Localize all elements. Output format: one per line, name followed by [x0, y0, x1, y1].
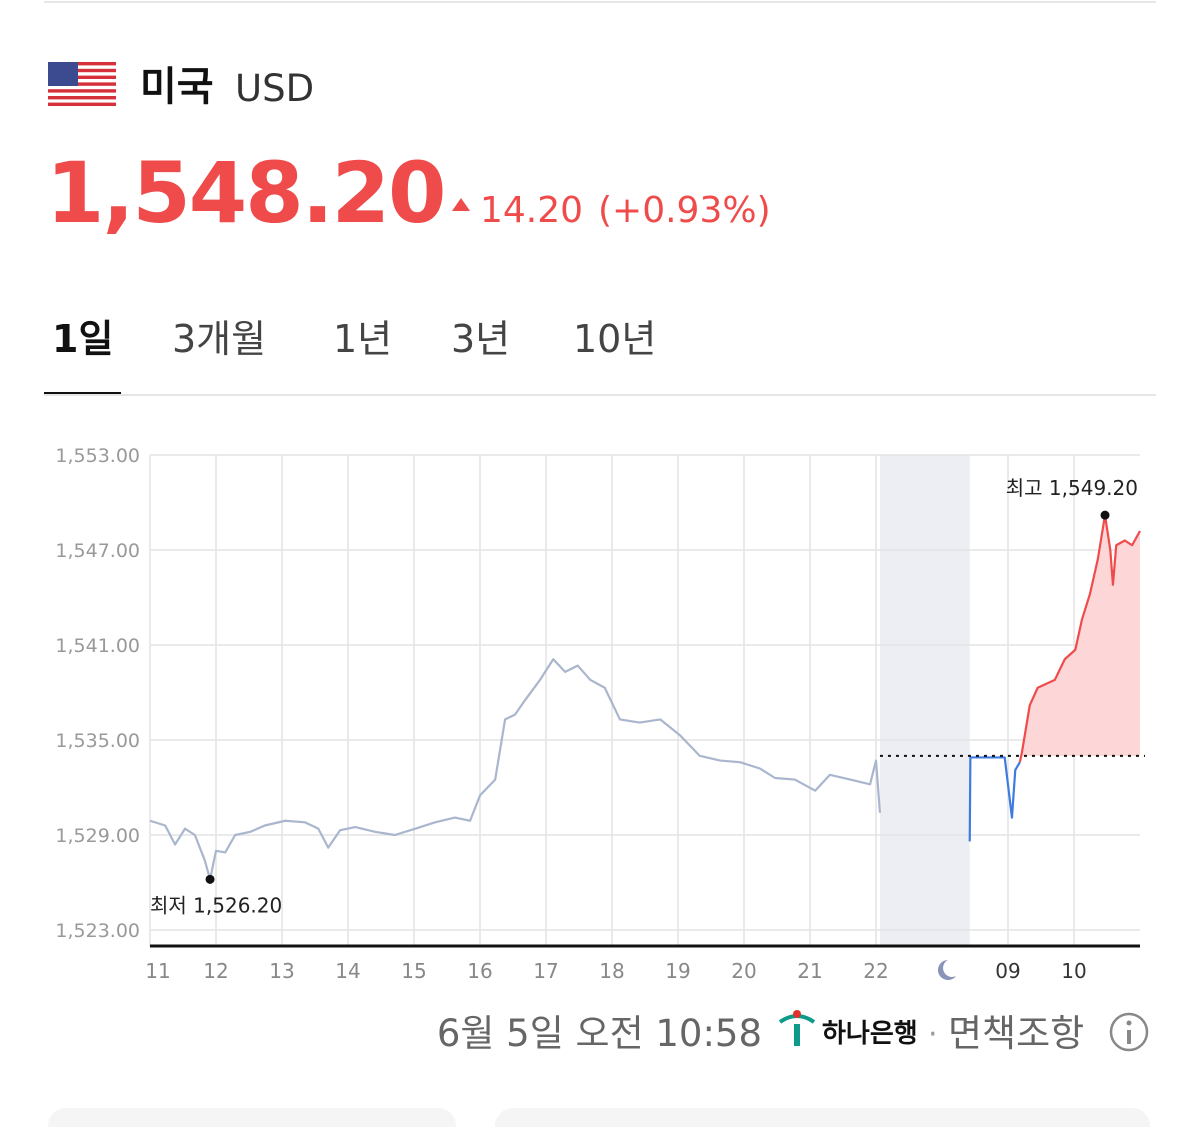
x-tick-label: 13: [269, 959, 294, 983]
x-tick-label: 09: [995, 959, 1020, 983]
x-tick-label: 14: [335, 959, 360, 983]
y-tick-label: 1,541.00: [55, 635, 140, 657]
period-tab[interactable]: 1년: [333, 317, 392, 361]
line: [1018, 514, 1141, 763]
area: [1019, 515, 1140, 763]
annotation-label: 최고 1,549.20: [1006, 476, 1138, 500]
period-tabs: 1일 3개월 1년 3년 10년: [44, 317, 656, 395]
y-tick-label: 1,535.00: [55, 730, 140, 752]
x-tick-label: 12: [203, 959, 228, 983]
info-icon[interactable]: [1109, 1012, 1149, 1052]
annotation-dot: [205, 874, 215, 884]
night-icon: [938, 960, 956, 980]
country-name: 미국: [140, 64, 214, 110]
night-band: [879, 455, 970, 946]
x-tick-label: 20: [731, 959, 756, 983]
x-tick-label: 21: [797, 959, 822, 983]
chart: 1,523.00 1,529.00 1,535.00 1,541.00 1,547.00…: [55, 445, 1145, 983]
line: [149, 658, 882, 881]
x-tick-label: 11: [145, 959, 170, 983]
x-tick-label: 22: [863, 959, 888, 983]
active-tab-underline: [44, 392, 121, 395]
bank-name: 하나은행: [822, 1019, 918, 1049]
x-tick-label: 17: [533, 959, 558, 983]
period-tab[interactable]: 3개월: [172, 317, 266, 361]
y-tick-label: 1,529.00: [55, 825, 140, 847]
card[interactable]: [48, 1108, 456, 1127]
annotation-dot: [1100, 510, 1110, 520]
y-tick-label: 1,523.00: [55, 920, 140, 942]
price: 1,548.20: [46, 144, 445, 242]
separator: ·: [928, 1017, 938, 1052]
x-tick-label: 16: [467, 959, 492, 983]
change: 14.20: [480, 190, 583, 231]
currency-code: USD: [235, 67, 314, 110]
disclaimer-link[interactable]: 면책조항: [948, 1012, 1084, 1055]
us-flag: [48, 62, 116, 106]
x-tick-label: 19: [665, 959, 690, 983]
timestamp: 6월 5일 오전 10:58: [437, 1012, 762, 1055]
x-tick-label: 10: [1061, 959, 1086, 983]
line: [968, 756, 1021, 842]
y-tick-label: 1,553.00: [55, 445, 140, 467]
bank-logo: [778, 1010, 816, 1046]
x-tick-label: 15: [401, 959, 426, 983]
card[interactable]: [495, 1108, 1150, 1127]
period-tab[interactable]: 10년: [573, 317, 656, 361]
up-arrow: [452, 198, 470, 211]
period-tab[interactable]: 3년: [451, 317, 510, 361]
change-percent: (+0.93%): [598, 190, 771, 231]
y-tick-label: 1,547.00: [55, 540, 140, 562]
annotation-label: 최저 1,526.20: [150, 893, 282, 917]
period-tab[interactable]: 1일: [52, 317, 113, 361]
x-tick-label: 18: [599, 959, 624, 983]
